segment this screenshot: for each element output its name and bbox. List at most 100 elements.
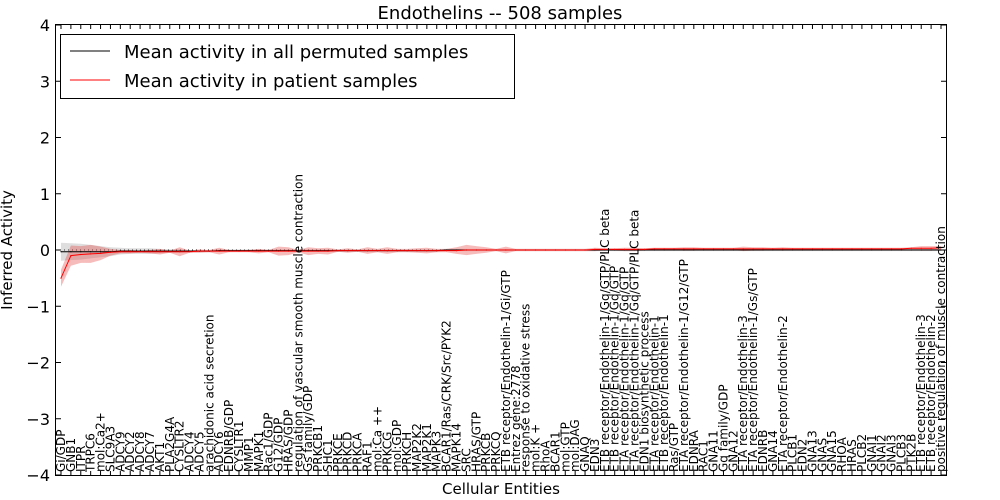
- patient-point: [198, 250, 200, 252]
- patient-point: [416, 250, 418, 252]
- permuted-point: [782, 249, 784, 251]
- x-tick-label: ETB receptor/Endothelin-1/Gq/GTP: [608, 266, 622, 472]
- x-tick-label: BCAR1: [548, 431, 562, 472]
- x-tick-label: MAP2K1: [420, 423, 434, 472]
- x-tick-label: RAC1: [697, 440, 711, 472]
- permuted-point: [70, 251, 72, 253]
- y-tick-label: 2: [40, 129, 50, 148]
- x-tick-label: mol:GDP: [390, 420, 404, 472]
- x-tick-label: GNAI2: [875, 434, 889, 472]
- patient-point: [109, 251, 111, 253]
- x-tick-label: GNAS: [815, 438, 829, 472]
- x-tick-label: Rac1/GDP: [262, 413, 276, 472]
- legend-label-permuted: Mean activity in all permuted samples: [124, 42, 468, 63]
- x-tick-label: ADCY2: [123, 431, 137, 472]
- x-tick-label: ETA receptor/Endothelin-1/Gs/GTP: [746, 268, 760, 472]
- x-tick-label: AKT1: [153, 442, 167, 472]
- patient-point: [366, 250, 369, 252]
- permuted-point: [900, 249, 903, 251]
- x-tick-label: arachidonic acid secretion: [202, 315, 216, 472]
- patient-point: [920, 247, 922, 249]
- x-tick-label: RHOA: [835, 436, 849, 472]
- x-axis-label: Cellular Entities: [442, 480, 560, 498]
- permuted-point: [831, 249, 833, 251]
- x-tick-label: EDN1 biosynthetic process: [637, 311, 651, 472]
- patient-point: [851, 248, 853, 250]
- patient-point: [248, 250, 250, 252]
- patient-series-line: [60, 247, 942, 279]
- patient-point: [268, 250, 270, 252]
- y-tick-label: 3: [40, 72, 50, 91]
- permuted-point: [80, 251, 82, 253]
- x-tick-label: GNB1: [64, 438, 78, 472]
- patient-point: [179, 251, 181, 253]
- patient-point: [614, 248, 616, 250]
- x-tick-label: PRKCE: [331, 433, 345, 472]
- patient-point: [594, 248, 596, 250]
- permuted-point: [752, 249, 754, 251]
- y-tick-label: 1: [40, 185, 50, 204]
- patient-point: [900, 248, 903, 250]
- patient-point: [643, 248, 646, 250]
- x-tick-label: ADCY7: [143, 431, 157, 472]
- permuted-point: [693, 249, 695, 251]
- permuted-point: [841, 249, 843, 251]
- permuted-point: [683, 249, 685, 251]
- patient-point: [169, 251, 171, 253]
- permuted-point: [673, 249, 675, 251]
- patient-point: [564, 249, 566, 251]
- patient-point: [485, 249, 487, 251]
- x-tick-label: PLCB3: [894, 434, 908, 472]
- x-tick-label: GNA14: [766, 430, 780, 472]
- patient-point: [673, 248, 675, 250]
- patient-point: [80, 253, 82, 256]
- patient-point: [327, 250, 329, 252]
- patient-point: [663, 248, 665, 250]
- patient-point: [297, 250, 299, 252]
- patient-point: [713, 248, 715, 250]
- patient-point: [683, 248, 685, 250]
- x-tick-label: GNAI1: [865, 434, 879, 472]
- x-tick-label: HRAS: [845, 439, 859, 472]
- patient-point: [861, 248, 863, 250]
- x-tick-label: ADCY8: [133, 431, 147, 472]
- x-tick-label: TRPC6: [84, 433, 98, 473]
- x-tick-label: PRKCD: [341, 432, 355, 472]
- permuted-point: [762, 249, 764, 251]
- patient-point: [505, 249, 507, 251]
- x-tick-label: ADCY9: [113, 431, 127, 472]
- x-tick-label: ETB receptor/Endothelin-1: [657, 314, 671, 472]
- x-tick-label: SHC1: [321, 439, 335, 472]
- patient-point: [386, 250, 388, 252]
- patient-point: [802, 248, 804, 250]
- x-tick-label: EDNRA: [687, 429, 701, 472]
- patient-point: [238, 250, 240, 252]
- plot-frame: [55, 24, 947, 476]
- patient-band: [61, 244, 941, 287]
- permuted-point: [891, 249, 893, 251]
- patient-point: [465, 249, 467, 251]
- patient-point: [357, 250, 359, 252]
- patient-point: [228, 250, 230, 252]
- x-tick-label: mol:Ca ++: [370, 406, 384, 472]
- x-tick-label: EDN2: [796, 439, 810, 472]
- x-tick-label: mol:DAG: [568, 419, 582, 472]
- x-tick-label: ETB receptor/Endothelin-2: [924, 314, 938, 472]
- patient-point: [495, 249, 497, 251]
- permuted-point: [732, 249, 735, 251]
- x-tick-label: PRKCB1: [311, 425, 325, 472]
- x-tick-label: PLCB2: [855, 434, 869, 472]
- x-tick-label: PTK2B: [904, 434, 918, 472]
- permuted-point: [871, 249, 873, 251]
- patient-point: [277, 250, 280, 252]
- permuted-point: [930, 249, 932, 251]
- x-tick-label: PLCB1: [786, 434, 800, 472]
- x-tick-label: ADCY6: [212, 431, 226, 472]
- patient-point: [90, 253, 92, 255]
- y-tick-label: −4: [26, 466, 50, 485]
- x-tick-label: MAPK1: [252, 431, 266, 472]
- patient-point: [436, 250, 438, 252]
- x-tick-label: RhoA: [539, 440, 553, 472]
- y-tick-label: 4: [40, 16, 50, 35]
- x-tick-label: ETA receptor/Endothelin-1/G12/GTP: [677, 259, 691, 472]
